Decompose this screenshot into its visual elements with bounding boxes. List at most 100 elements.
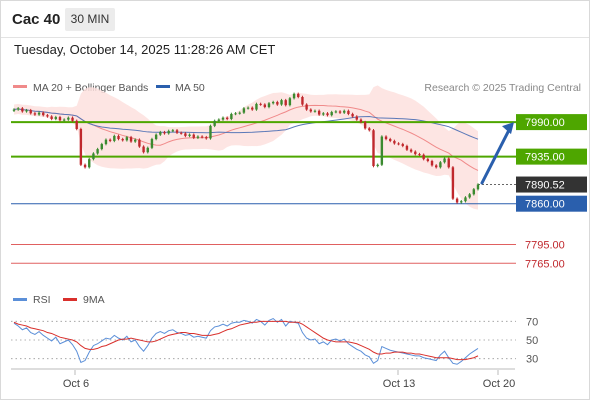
timestamp: Tuesday, October 14, 2025 11:28:26 AM CE… bbox=[14, 42, 276, 57]
candle bbox=[171, 129, 175, 133]
candle-body bbox=[368, 128, 371, 131]
candle bbox=[46, 113, 49, 118]
candle-body bbox=[251, 107, 254, 110]
candle bbox=[397, 142, 400, 146]
level-7890-52-box bbox=[516, 176, 587, 193]
candle-body bbox=[351, 113, 354, 117]
candle-body bbox=[180, 132, 183, 134]
candle-body bbox=[42, 112, 45, 116]
candle bbox=[100, 142, 103, 151]
bb-legend-swatch bbox=[13, 85, 27, 88]
candle bbox=[154, 133, 158, 141]
candle bbox=[42, 111, 45, 117]
candle bbox=[380, 135, 384, 167]
candle-body bbox=[297, 93, 300, 97]
candle-body bbox=[305, 104, 308, 110]
candle-body bbox=[75, 120, 78, 130]
candle bbox=[271, 100, 275, 105]
candle-body bbox=[389, 139, 392, 141]
candle bbox=[92, 152, 95, 161]
candle-body bbox=[313, 110, 317, 112]
candle bbox=[401, 142, 404, 148]
candle-body bbox=[476, 184, 480, 190]
candle-body bbox=[163, 132, 166, 134]
candle-body bbox=[372, 130, 375, 167]
candle-body bbox=[184, 133, 187, 136]
level-7935-00-box bbox=[516, 148, 587, 165]
level-7890-52-label: 7890.52 bbox=[525, 180, 565, 192]
candle bbox=[326, 112, 329, 117]
candle-body bbox=[188, 134, 191, 136]
candle bbox=[430, 159, 434, 167]
candle-body bbox=[167, 130, 170, 134]
candle-body bbox=[117, 135, 120, 140]
candle bbox=[305, 103, 308, 111]
rsi-tick-70: 70 bbox=[526, 316, 538, 328]
candle bbox=[184, 132, 187, 138]
candle bbox=[363, 120, 367, 130]
candle bbox=[464, 196, 467, 203]
candle bbox=[359, 118, 363, 124]
candle-body bbox=[464, 197, 467, 202]
candle-body bbox=[209, 125, 212, 139]
rsi-ma-legend-swatch bbox=[63, 298, 77, 301]
candle bbox=[146, 146, 149, 154]
candle bbox=[476, 183, 480, 191]
forecast-arrow-shaft bbox=[480, 126, 512, 185]
ma50-line bbox=[13, 108, 479, 140]
candle-body bbox=[355, 116, 358, 120]
candle-body bbox=[33, 113, 37, 115]
candle-body bbox=[58, 117, 62, 121]
candle bbox=[468, 193, 471, 199]
candle bbox=[213, 119, 216, 128]
candle bbox=[71, 116, 74, 123]
candle bbox=[376, 163, 379, 168]
candle-body bbox=[46, 115, 49, 117]
candle-body bbox=[347, 110, 350, 114]
candle-body bbox=[426, 159, 430, 162]
candle bbox=[150, 137, 154, 150]
level-7990-00-box bbox=[516, 114, 587, 131]
candle bbox=[384, 135, 388, 141]
candle bbox=[443, 157, 446, 164]
candle bbox=[393, 139, 396, 145]
candle-body bbox=[401, 144, 404, 146]
candle bbox=[75, 119, 78, 131]
x-tick-label: Oct 20 bbox=[483, 378, 515, 390]
candle bbox=[267, 102, 271, 109]
candle bbox=[347, 109, 350, 116]
rsi-series-9ma bbox=[13, 320, 479, 361]
candle bbox=[238, 111, 241, 115]
candle bbox=[138, 138, 141, 148]
candle bbox=[460, 199, 463, 204]
candle-body bbox=[92, 153, 95, 160]
candle bbox=[309, 108, 312, 113]
candle-body bbox=[322, 113, 325, 115]
candle-body bbox=[343, 110, 346, 113]
candle bbox=[192, 133, 195, 140]
candle bbox=[334, 110, 338, 114]
forecast-arrow bbox=[480, 122, 514, 185]
candle-body bbox=[125, 137, 129, 141]
candle bbox=[167, 129, 170, 135]
candle bbox=[83, 163, 87, 169]
candle-body bbox=[363, 122, 367, 129]
candle bbox=[409, 148, 413, 153]
candle bbox=[389, 137, 392, 143]
candle-body bbox=[29, 110, 32, 114]
level-lines bbox=[11, 121, 516, 264]
candle-body bbox=[50, 116, 53, 119]
candle bbox=[230, 112, 233, 121]
candle bbox=[121, 137, 124, 142]
timeframe-button[interactable]: 30 MIN bbox=[65, 8, 115, 31]
candle-body bbox=[451, 167, 455, 199]
candle-body bbox=[430, 161, 434, 166]
candle bbox=[67, 116, 70, 121]
candle bbox=[159, 130, 162, 136]
candle bbox=[372, 129, 375, 168]
candle bbox=[405, 144, 409, 151]
candle bbox=[96, 147, 99, 155]
candle bbox=[108, 138, 112, 143]
candle bbox=[217, 118, 221, 123]
candle-body bbox=[334, 111, 338, 113]
